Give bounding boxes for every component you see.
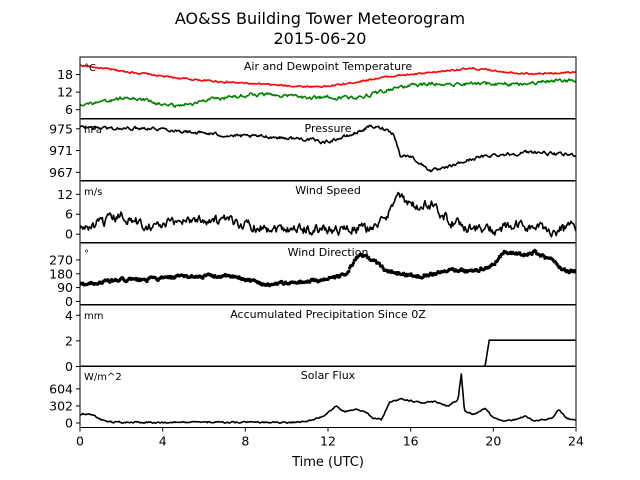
y-tick-label: 0 — [65, 294, 73, 309]
y-tick-label: 12 — [57, 85, 73, 100]
y-tick-label: 4 — [65, 308, 73, 323]
series-precip-0-line — [80, 339, 576, 367]
data-point — [377, 261, 382, 266]
series-temp-1-line — [80, 78, 576, 108]
panel-title: Air and Dewpoint Temperature — [244, 60, 412, 73]
x-tick-label: 8 — [241, 434, 249, 449]
x-axis-label: Time (UTC) — [291, 455, 364, 470]
y-tick-label: 967 — [49, 165, 73, 180]
y-tick-label: 302 — [49, 398, 73, 413]
y-tick-label: 971 — [49, 143, 73, 158]
y-tick-label: 0 — [65, 415, 73, 430]
x-tick-label: 4 — [159, 434, 167, 449]
y-tick-label: 0 — [65, 359, 73, 374]
chart-subtitle: 2015-06-20 — [274, 29, 367, 48]
y-tick-label: 90 — [57, 280, 73, 295]
x-tick-label: 20 — [485, 434, 501, 449]
panel-title: Wind Direction — [288, 246, 369, 259]
y-tick-label: 6 — [65, 207, 73, 222]
series-wdir-0-markers — [80, 248, 576, 288]
y-tick-label: 270 — [49, 252, 73, 267]
data-point — [351, 261, 355, 265]
data-point — [374, 259, 378, 263]
panel-title: Wind Speed — [295, 184, 361, 197]
panel-unit-label: m/s — [84, 187, 102, 198]
panel-title: Pressure — [305, 122, 352, 135]
y-tick-label: 18 — [57, 67, 73, 82]
panel-title: Accumulated Precipitation Since 0Z — [230, 308, 426, 321]
panel-unit-label: W/m^2 — [84, 372, 122, 383]
series-pres-0-line — [80, 124, 576, 173]
y-tick-label: 0 — [65, 227, 73, 242]
y-tick-label: 2 — [65, 333, 73, 348]
x-tick-label: 0 — [76, 434, 84, 449]
panel-unit-label: ° — [84, 249, 89, 260]
data-point — [493, 262, 497, 267]
series-solar-0-line — [80, 373, 576, 425]
panels: 6 12 18 °C Air and Dewpoint Temperature 967 97… — [49, 56, 577, 430]
panel-solar: 0 302 604 W/m^2 Solar Flux — [49, 365, 577, 430]
y-tick-label: 975 — [49, 121, 73, 136]
data-point — [347, 269, 351, 273]
panel-unit-label: hPa — [84, 125, 102, 136]
panel-precip: 0 2 4 mm Accumulated Precipitation Since 0Z — [65, 304, 577, 374]
series-wspd-0-line — [80, 191, 576, 238]
x-tick-label: 24 — [568, 434, 584, 449]
panel-title: Solar Flux — [301, 369, 356, 382]
chart-title: AO&SS Building Tower Meteorogram — [175, 9, 465, 28]
y-tick-label: 6 — [65, 102, 73, 117]
panel-unit-label: °C — [84, 63, 96, 74]
panel-wspd: 0 6 12 m/s Wind Speed — [57, 180, 577, 243]
series-temp-0-line — [80, 64, 576, 88]
x-tick-label: 12 — [320, 434, 336, 449]
data-point — [534, 249, 538, 253]
x-tick-label: 16 — [403, 434, 419, 449]
y-tick-label: 180 — [49, 266, 73, 281]
panel-temp: 6 12 18 °C Air and Dewpoint Temperature — [57, 56, 577, 119]
x-axis: 0 4 8 12 16 20 24 — [76, 427, 584, 449]
y-tick-label: 12 — [57, 187, 73, 202]
panel-pres: 967 971 975 hPa Pressure — [49, 118, 577, 181]
panel-unit-label: mm — [84, 311, 103, 322]
y-tick-label: 604 — [49, 381, 73, 396]
